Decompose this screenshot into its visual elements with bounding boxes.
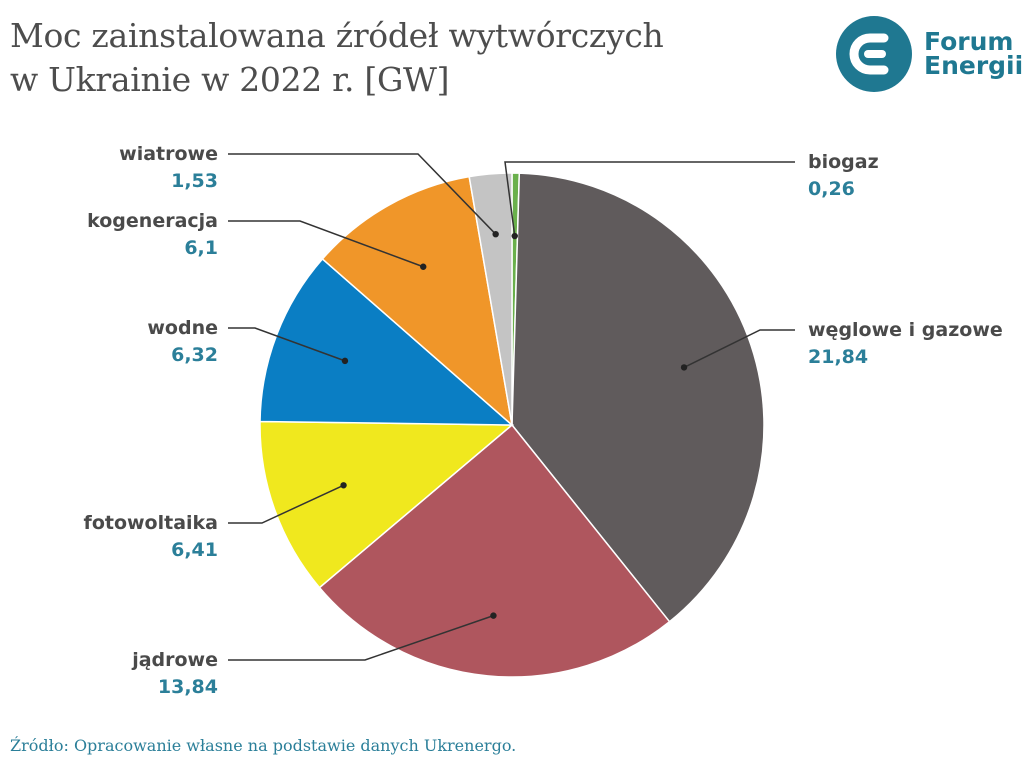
- pie-slice-wiatrowe: [468, 172, 513, 426]
- pie-labels: biogaz 0,26 węglowe i gazowe 21,84 jądrowe 13…: [84, 143, 1003, 698]
- slice-value-kogeneracja: 6,1: [184, 237, 218, 259]
- leader-line-kogeneracja: [228, 220, 424, 268]
- leader-dot-węglowe-i-gazowe: [680, 364, 688, 371]
- slice-label-węglowe-i-gazowe: węglowe i gazowe: [808, 319, 1003, 341]
- slice-value-biogaz: 0,26: [808, 178, 855, 200]
- leader-line-wiatrowe: [228, 153, 497, 235]
- slice-label-wodne: wodne: [147, 317, 218, 339]
- slice-label-fotowoltaika: fotowoltaika: [84, 512, 218, 534]
- pie-slice-kogeneracja: [321, 175, 514, 427]
- chart-title-line-2: w Ukrainie w 2022 r. [GW]: [10, 60, 450, 99]
- slice-label-wiatrowe: wiatrowe: [119, 143, 218, 165]
- chart-title: Moc zainstalowana źródeł wytwórczych w U…: [10, 14, 664, 102]
- pie-slice-jądrowe: [318, 423, 671, 678]
- source-note: Źródło: Opracowanie własne na podstawie …: [10, 736, 517, 755]
- brand-name: Forum Energii: [924, 27, 1024, 80]
- slice-value-wodne: 6,32: [171, 344, 218, 366]
- leader-line-fotowoltaika: [228, 484, 344, 524]
- leader-line-biogaz: [504, 161, 795, 237]
- slice-value-fotowoltaika: 6,41: [171, 539, 218, 561]
- slice-value-wiatrowe: 1,53: [171, 170, 218, 192]
- pie-slices: [259, 172, 765, 678]
- slice-value-węglowe-i-gazowe: 21,84: [808, 346, 868, 368]
- leader-dot-wodne: [341, 357, 349, 365]
- brand-name-line-1: Forum: [924, 27, 1014, 56]
- slice-value-jądrowe: 13,84: [158, 676, 218, 698]
- pie-slice-węglowe-i-gazowe: [511, 172, 765, 623]
- leader-dot-wiatrowe: [492, 230, 499, 238]
- forum-energii-logo-icon: [836, 16, 912, 92]
- leader-dot-jądrowe: [490, 612, 497, 619]
- slice-label-biogaz: biogaz: [808, 151, 879, 173]
- pie-slice-wodne: [259, 257, 515, 426]
- slice-label-jądrowe: jądrowe: [131, 649, 218, 671]
- chart-title-line-1: Moc zainstalowana źródeł wytwórczych: [10, 16, 664, 55]
- leader-dot-biogaz: [511, 232, 518, 240]
- leader-dot-fotowoltaika: [340, 482, 347, 489]
- slice-label-kogeneracja: kogeneracja: [87, 210, 218, 232]
- leader-line-jądrowe: [228, 614, 494, 661]
- leader-line-wodne: [228, 327, 346, 362]
- brand-logo: Forum Energii: [836, 16, 1023, 92]
- brand-name-line-2: Energii: [924, 51, 1024, 80]
- leader-line-węglowe-i-gazowe: [683, 329, 795, 369]
- leader-dot-kogeneracja: [420, 263, 427, 270]
- pie-slice-fotowoltaika: [259, 420, 515, 589]
